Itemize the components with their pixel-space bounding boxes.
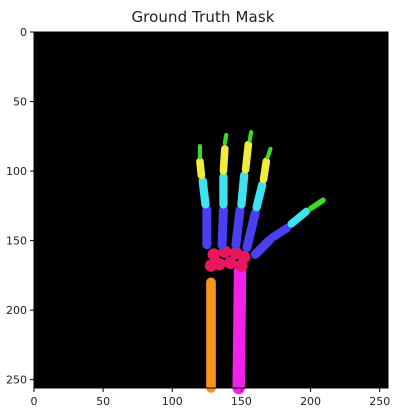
x-tick-label: 150	[231, 395, 252, 408]
distal-bone	[219, 145, 229, 175]
carpal-bone	[204, 259, 218, 272]
y-tick-label: 100	[6, 165, 27, 178]
fingertip-bone	[265, 146, 273, 160]
fingertip-bone	[222, 132, 229, 146]
radius-bone	[232, 264, 247, 395]
middle-bone	[198, 176, 210, 209]
x-tick-label: 250	[369, 395, 390, 408]
y-tick-label: 0	[20, 26, 27, 39]
middle-bone	[237, 171, 249, 209]
thumb-proximal-bone	[267, 223, 292, 242]
thumb-tip-bone	[307, 197, 326, 212]
proximal-bone	[242, 208, 260, 253]
distal-bone	[241, 140, 253, 174]
middle-bone	[252, 180, 267, 212]
proximal-bone	[217, 205, 228, 250]
axes-frame	[33, 31, 389, 389]
hand-mask	[196, 130, 326, 395]
x-tick-label: 100	[162, 395, 183, 408]
thumb-proximal-bone	[250, 236, 274, 259]
y-tick-label: 150	[6, 235, 27, 248]
y-axis-ticks: 0 50 100 150 200 250	[6, 26, 34, 387]
x-tick-label: 0	[31, 395, 38, 408]
y-tick-label: 50	[13, 96, 27, 109]
carpal-bone	[224, 256, 237, 270]
fingertip-bone	[247, 130, 254, 143]
x-tick-label: 50	[96, 395, 110, 408]
figure-title: Ground Truth Mask	[131, 8, 275, 26]
carpal-bone	[235, 259, 248, 272]
x-axis-ticks: 0 50 100 150 200 250	[31, 388, 390, 408]
x-tick-label: 200	[300, 395, 321, 408]
y-tick-label: 200	[6, 304, 27, 317]
distal-bone	[259, 157, 271, 184]
proximal-bone	[231, 205, 245, 250]
carpal-bone	[207, 248, 220, 261]
y-tick-label: 250	[6, 374, 27, 387]
thumb-middle-bone	[287, 207, 311, 228]
distal-bone	[196, 157, 206, 180]
